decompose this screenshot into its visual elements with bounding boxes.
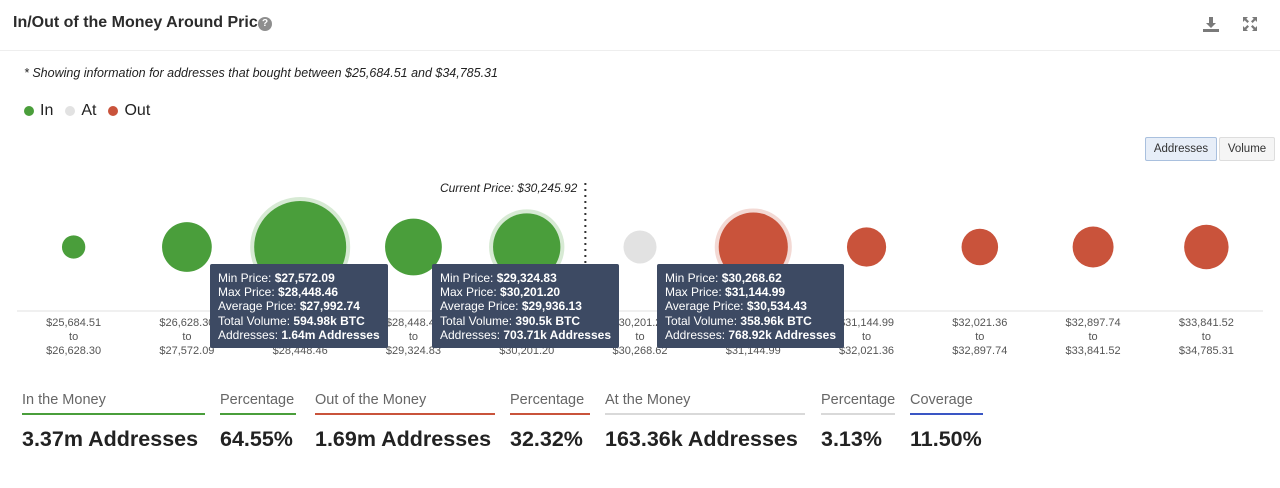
- tooltip-total-volume: Total Volume: 594.98k BTC: [218, 313, 365, 328]
- legend-dot-at: [65, 106, 76, 116]
- stat-at-percentage: Percentage 3.13%: [821, 392, 895, 452]
- volume-toggle-button[interactable]: Volume: [1219, 137, 1275, 161]
- stat-underline: [220, 413, 296, 415]
- stat-label: Percentage: [220, 392, 295, 408]
- fullscreen-icon[interactable]: [1241, 15, 1259, 33]
- bubble-out[interactable]: [961, 228, 999, 266]
- tick-label: to: [1088, 331, 1097, 343]
- bubble-out[interactable]: [1072, 226, 1114, 268]
- tooltip-addresses: Addresses: 703.71k Addresses: [440, 327, 612, 342]
- tick-label: $27,572.09: [159, 345, 214, 357]
- tooltip-min-price: Min Price: $27,572.09: [218, 271, 335, 285]
- stat-label: In the Money: [22, 392, 106, 408]
- tick-label: $32,897.74: [952, 345, 1007, 357]
- tooltip-average-price: Average Price: $29,936.13: [440, 299, 582, 314]
- tick-label: $33,841.52: [1179, 317, 1234, 329]
- bubble-in[interactable]: [385, 218, 442, 276]
- tooltip-addresses: Addresses: 768.92k Addresses: [665, 327, 837, 342]
- bubble-out[interactable]: [846, 227, 887, 267]
- legend-label-at: At: [81, 102, 97, 119]
- download-icon[interactable]: [1202, 15, 1220, 33]
- bubble-out[interactable]: [1184, 224, 1229, 270]
- tick-label: to: [409, 331, 418, 343]
- stat-underline: [605, 413, 805, 415]
- stat-underline: [22, 413, 205, 415]
- tooltip-total-volume: Total Volume: 390.5k BTC: [440, 313, 581, 328]
- stat-in-percentage: Percentage 64.55%: [220, 392, 296, 452]
- legend-dot-out: [108, 106, 119, 116]
- bubble-at[interactable]: [623, 230, 657, 264]
- tick-label: to: [862, 331, 871, 343]
- tooltip-max-price: Max Price: $31,144.99: [665, 285, 786, 300]
- tick-label: $26,628.30: [159, 317, 214, 329]
- bubble-tooltip: Min Price: $29,324.83 Max Price: $30,201…: [432, 264, 620, 349]
- tick-label: $33,841.52: [1066, 345, 1121, 357]
- tick-label: $31,144.99: [839, 317, 894, 329]
- stat-out-of-the-money: Out of the Money 1.69m Addresses: [315, 392, 495, 452]
- tick-label: $32,021.36: [839, 345, 894, 357]
- stat-underline: [315, 413, 495, 415]
- help-icon[interactable]: ?: [258, 17, 272, 31]
- stat-in-the-money: In the Money 3.37m Addresses: [22, 392, 205, 452]
- legend-label-out: Out: [124, 102, 151, 119]
- stat-value: 3.37m Addresses: [22, 427, 199, 451]
- bubble-in[interactable]: [162, 222, 212, 272]
- range-note: * Showing information for addresses that…: [24, 66, 498, 80]
- tick-label: $30,201.20: [612, 317, 667, 329]
- bubble-tooltip: Min Price: $30,268.62 Max Price: $31,144…: [657, 264, 845, 349]
- tick-label: $26,628.30: [46, 345, 101, 357]
- tooltip-min-price: Min Price: $29,324.83: [440, 271, 557, 285]
- tooltip-max-price: Max Price: $28,448.46: [218, 285, 339, 300]
- widget-header: In/Out of the Money Around Price ?: [0, 0, 1280, 51]
- stat-underline: [910, 413, 983, 415]
- tick-label: $25,684.51: [46, 317, 101, 329]
- stat-value: 1.69m Addresses: [315, 427, 492, 451]
- tooltip-min-price: Min Price: $30,268.62: [665, 271, 782, 285]
- bubble-tooltip: Min Price: $27,572.09 Max Price: $28,448…: [210, 264, 388, 349]
- stat-out-percentage: Percentage 32.32%: [510, 392, 590, 452]
- tick-label: to: [635, 331, 644, 343]
- current-price-label: Current Price: $30,245.92: [440, 181, 578, 195]
- stat-coverage: Coverage 11.50%: [910, 392, 983, 452]
- bubble-in[interactable]: [493, 213, 561, 281]
- stat-value: 11.50%: [910, 427, 982, 451]
- chart-legend: In At Out: [24, 102, 150, 120]
- tick-label: $29,324.83: [386, 345, 441, 357]
- stat-label: Out of the Money: [315, 392, 427, 408]
- stat-label: At the Money: [605, 392, 691, 408]
- stat-value: 32.32%: [510, 427, 583, 451]
- tick-label: $32,021.36: [952, 317, 1007, 329]
- tooltip-average-price: Average Price: $30,534.43: [665, 299, 807, 314]
- tooltip-total-volume: Total Volume: 358.96k BTC: [665, 313, 812, 328]
- tick-label: $28,448.46: [386, 317, 441, 329]
- tick-label: $30,268.62: [612, 345, 667, 357]
- legend-item-out[interactable]: Out: [108, 102, 150, 120]
- tooltip-addresses: Addresses: 1.64m Addresses: [218, 327, 380, 342]
- stat-underline: [821, 413, 895, 415]
- legend-item-in[interactable]: In: [24, 102, 53, 120]
- legend-item-at[interactable]: At: [65, 102, 96, 120]
- stat-underline: [510, 413, 590, 415]
- stat-label: Percentage: [510, 392, 585, 408]
- addresses-toggle-button[interactable]: Addresses: [1145, 137, 1217, 161]
- tick-label: to: [1202, 331, 1211, 343]
- stat-label: Coverage: [910, 392, 973, 408]
- legend-label-in: In: [40, 102, 54, 119]
- tick-label: $32,897.74: [1066, 317, 1121, 329]
- stat-label: Percentage: [821, 392, 896, 408]
- tick-label: to: [975, 331, 984, 343]
- stat-at-the-money: At the Money 163.36k Addresses: [605, 392, 805, 452]
- tick-label: $34,785.31: [1179, 345, 1234, 357]
- legend-dot-in: [24, 106, 34, 116]
- tick-label: to: [69, 331, 78, 343]
- widget-title: In/Out of the Money Around Price: [13, 14, 267, 31]
- tooltip-max-price: Max Price: $30,201.20: [440, 285, 561, 300]
- stat-value: 64.55%: [220, 427, 293, 451]
- stat-value: 3.13%: [821, 427, 882, 451]
- tooltip-average-price: Average Price: $27,992.74: [218, 299, 360, 314]
- bubble-chart: Current Price: $30,245.92 $25,684.51 to $26…: [17, 181, 1263, 357]
- bubble-in[interactable]: [61, 235, 86, 259]
- tick-label: to: [182, 331, 191, 343]
- stat-value: 163.36k Addresses: [605, 427, 798, 451]
